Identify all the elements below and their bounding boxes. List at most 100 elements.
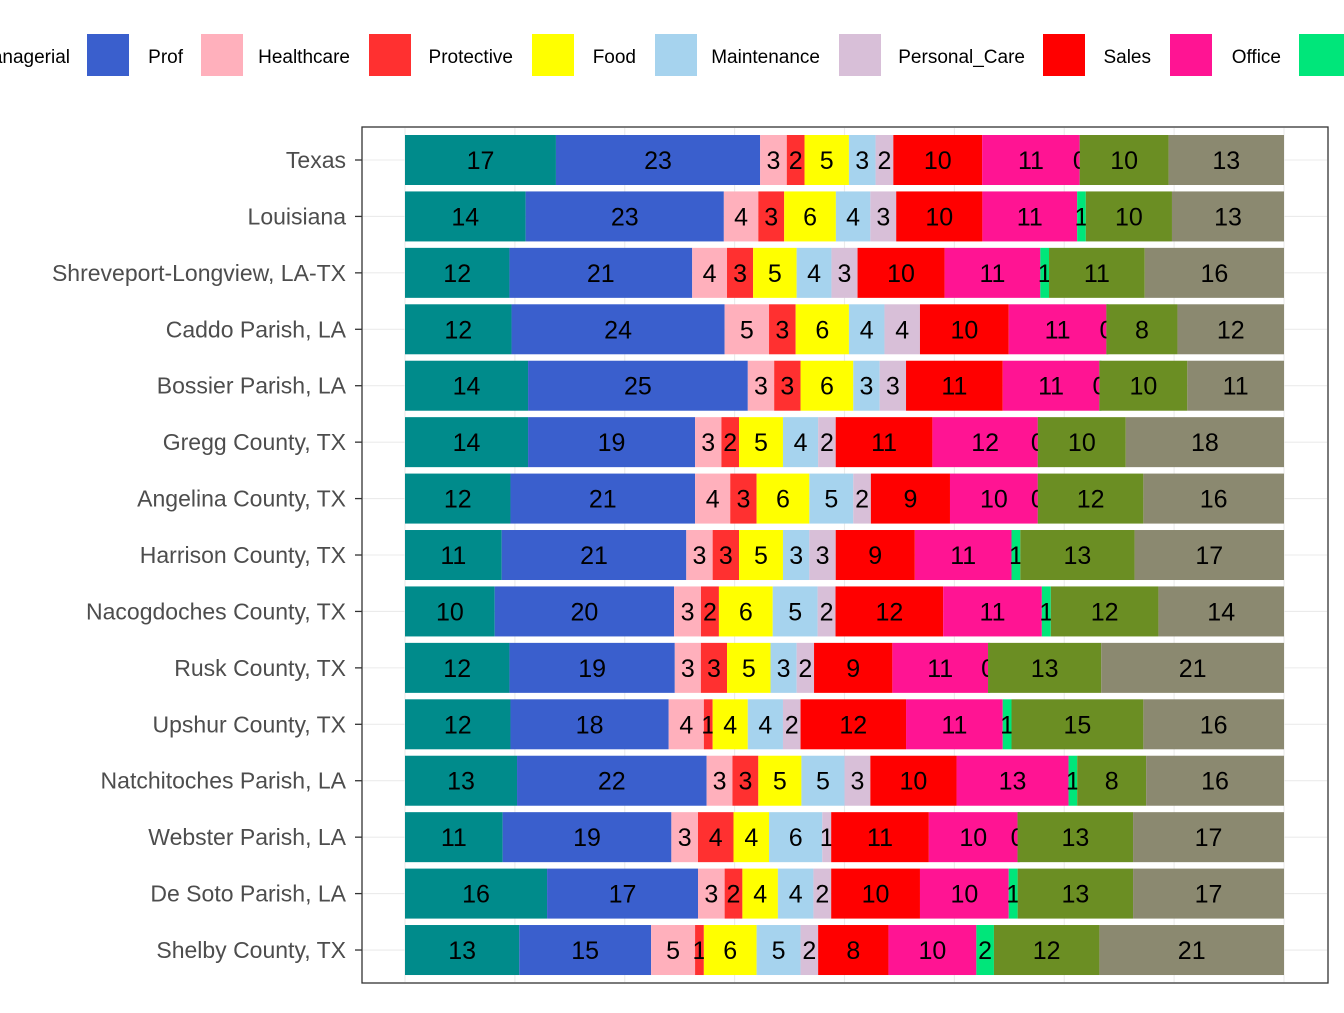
bar-segment-prof	[525, 191, 724, 242]
bar-segment-maintenance	[835, 191, 871, 242]
bar-segment-food	[800, 360, 854, 411]
data-label: 15	[571, 937, 599, 965]
bar-segment-healthcare	[760, 135, 787, 185]
bar-segment-prof	[509, 642, 675, 693]
data-label: 6	[815, 316, 829, 344]
bar-segment-healthcare	[723, 191, 759, 242]
legend-label: Office	[1232, 47, 1281, 68]
bar-segment-production	[1158, 586, 1284, 637]
bar-segment-farming	[1041, 586, 1051, 637]
data-label: 5	[824, 486, 838, 514]
data-label: 2	[703, 598, 717, 626]
data-label: 10	[862, 881, 890, 909]
data-label: 11	[941, 711, 967, 739]
bar-segment-construction	[1011, 699, 1144, 750]
bar-segment-production	[1146, 755, 1284, 806]
data-label: 19	[598, 429, 626, 457]
data-label: 11	[979, 260, 1005, 288]
bar-segment-maintenance	[777, 868, 814, 919]
bar-segment-protective	[698, 812, 734, 863]
bar-segment-prof	[511, 304, 725, 355]
bar-segment-maintenance	[772, 586, 818, 637]
bar-segment-construction	[1017, 812, 1134, 863]
data-label: 12	[875, 598, 903, 626]
data-label: 12	[839, 711, 867, 739]
bar-segment-managerial	[405, 247, 510, 298]
data-label: 5	[768, 260, 782, 288]
bar-segment-office	[906, 699, 1003, 750]
data-label: 4	[758, 711, 772, 739]
bar-segment-protective	[758, 191, 785, 242]
bar-segment-healthcare	[695, 417, 722, 468]
bar-segment-farming	[976, 925, 994, 976]
bar-segment-food	[804, 135, 849, 185]
data-label: 10	[959, 824, 987, 852]
legend-key-sales	[1043, 34, 1085, 76]
data-label: 10	[887, 260, 915, 288]
data-label: 12	[444, 711, 472, 739]
bar-segment-healthcare	[695, 473, 731, 524]
data-label: 10	[1110, 147, 1138, 175]
bar-segment-maintenance	[769, 812, 823, 863]
bar-segment-sales	[870, 473, 950, 524]
bar-segment-production	[1134, 530, 1284, 581]
data-label: 17	[609, 881, 637, 909]
y-tick-label: Caddo Parish, LA	[166, 316, 347, 342]
legend-key-maintenance	[655, 34, 697, 76]
data-label: 10	[924, 147, 952, 175]
data-label: 21	[589, 486, 617, 514]
bar-segment-personal-care	[884, 304, 920, 355]
data-label: 5	[742, 655, 756, 683]
data-label: 22	[598, 768, 626, 796]
bar-segment-construction	[1079, 135, 1169, 185]
bar-segment-farming	[1068, 755, 1078, 806]
bar-segment-sales	[814, 642, 893, 693]
data-label: 13	[1061, 824, 1089, 852]
data-label: 3	[886, 373, 900, 401]
bar-segment-sales	[870, 755, 957, 806]
y-tick-label: Nacogdoches County, TX	[86, 598, 346, 624]
bar-segment-healthcare	[692, 247, 728, 298]
data-label: 1	[1066, 768, 1080, 796]
data-label: 3	[738, 768, 752, 796]
bar-segment-farming	[1011, 530, 1021, 581]
data-label: 3	[855, 147, 869, 175]
data-label: 10	[1129, 373, 1157, 401]
data-label: 5	[666, 937, 680, 965]
bar-segment-protective	[721, 417, 740, 468]
data-label: 5	[816, 768, 830, 796]
bar-segment-construction	[993, 925, 1100, 976]
legend-label: Healthcare	[258, 47, 350, 68]
data-label: 3	[707, 655, 721, 683]
bar-segment-production	[1168, 135, 1284, 185]
data-label: 10	[950, 881, 978, 909]
bar-segment-construction	[1020, 530, 1135, 581]
data-label: 6	[820, 373, 834, 401]
data-label: 18	[1191, 429, 1219, 457]
bar-segment-food	[718, 586, 773, 637]
data-label: 10	[925, 203, 953, 231]
data-label: 6	[739, 598, 753, 626]
data-label: 10	[900, 768, 928, 796]
legend-key-office	[1170, 34, 1212, 76]
bar-segment-sales	[831, 812, 929, 863]
bar-segment-managerial	[405, 812, 503, 863]
legend-label: Personal_Care	[898, 47, 1025, 68]
bar-segment-office	[944, 247, 1041, 298]
data-label: 11	[1084, 260, 1110, 288]
data-label: 12	[444, 316, 472, 344]
data-label: 2	[785, 711, 799, 739]
bar-segment-protective	[712, 530, 740, 581]
bar-segment-production	[1101, 642, 1284, 693]
y-tick-label: Shelby County, TX	[156, 937, 346, 963]
data-label: 13	[1212, 147, 1240, 175]
bar-segment-maintenance	[747, 699, 783, 750]
data-label: 2	[820, 429, 834, 457]
bar-segment-personal-care	[809, 530, 836, 581]
bar-segment-farming	[1040, 247, 1050, 298]
data-label: 16	[1200, 260, 1228, 288]
data-label: 11	[867, 824, 893, 852]
bar-segment-maintenance	[809, 473, 854, 524]
